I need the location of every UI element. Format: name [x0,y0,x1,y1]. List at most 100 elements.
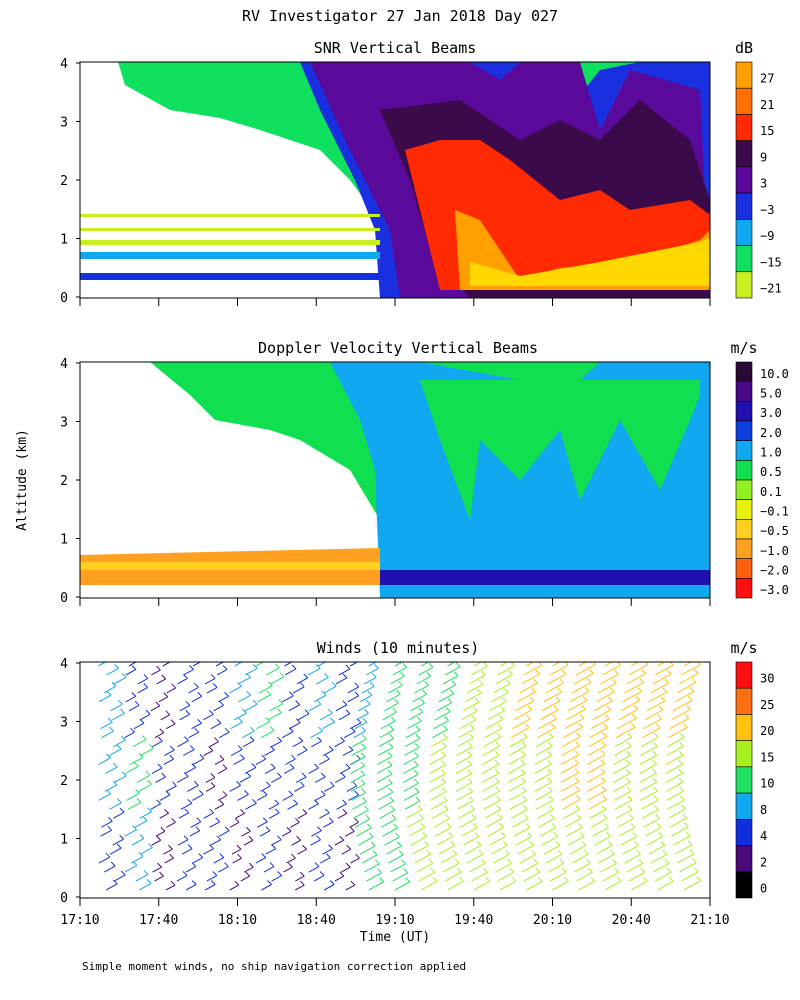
wind-barb [432,728,448,739]
wind-barb-flag [522,805,528,810]
wind-barb [681,664,701,676]
wind-barb [483,736,501,748]
x-tick-label: 19:10 [375,913,414,928]
wind-barb [567,835,585,846]
wind-barb-flag [443,805,449,810]
wind-barb-flag [170,880,176,886]
wind-barb [421,880,438,891]
wind-barb [534,754,553,765]
wind-barb-flag [574,768,580,773]
wind-barb [508,754,526,765]
wind-barb [316,676,329,685]
wind-barb-flag [219,853,225,858]
wind-barb-flag [579,832,585,837]
wind-barb-flag [121,672,127,678]
wind-barb [288,704,300,712]
wind-barb-flag [168,657,172,661]
wind-barb-flag [319,871,325,876]
wind-barb [493,853,510,864]
wind-barb-flag [249,736,255,741]
wind-barb [614,799,633,810]
wind-barb [489,835,506,846]
wind-barb-flag [219,700,224,706]
wind-barb-flag [365,814,371,820]
wind-barb-flag [298,736,304,742]
wind-barb [550,664,569,676]
y-tick-label: 2 [60,774,68,789]
wind-barb-flag [578,823,583,828]
wind-barb-flag [246,690,251,696]
winds-x-axis: 17:10 17:40 18:10 18:40 19:10 19:40 20:10 20:40… [60,898,730,928]
wind-barb-flag [321,690,327,696]
wind-barb [255,857,267,864]
wind-barb [335,704,348,712]
wind-barb-flag [625,768,631,774]
wind-barb [151,839,161,846]
wind-barb-flag [157,763,163,769]
wind-barb-flag [498,715,504,720]
wind-barb [151,669,161,676]
wind-barb-flag [575,741,580,747]
wind-barb-flag [146,879,152,884]
wind-barb-flag [131,665,137,670]
colorbar-swatch [735,538,753,559]
wind-barb-flag [600,750,606,756]
wind-barb [166,785,177,792]
wind-barb-flag [682,813,688,819]
wind-barb [218,866,229,873]
wind-barb-flag [112,780,118,786]
wind-barb-flag [678,777,684,783]
wind-barb [461,827,478,837]
colorbar-label: −3.0 [760,583,789,597]
wind-barb [191,695,202,703]
wind-barb-flag [553,705,559,711]
wind-barb [282,794,293,801]
wind-barb [203,848,214,855]
wind-barb [314,794,326,801]
wind-barb [461,710,478,721]
wind-barb-flag [139,834,145,839]
wind-barb [665,772,684,783]
wind-barb [184,767,196,774]
wind-barb-flag [626,786,632,792]
doppler-light-band [420,380,700,520]
wind-barb-flag [222,791,228,796]
wind-barb-flag [340,736,345,742]
wind-barb [631,662,640,667]
wind-barb [338,668,351,676]
wind-barb-flag [355,853,360,859]
wind-barb [640,790,658,801]
wind-barb [628,664,649,676]
wind-barb [545,682,565,694]
wind-barb-flag [265,717,270,722]
wind-barb-flag [277,871,283,876]
wind-barb-flag [640,867,646,873]
wind-barb-flag [155,665,161,671]
wind-barb-flag [121,771,127,777]
wind-barb-flag [171,683,177,689]
wind-barb [128,662,138,667]
wind-barb [335,677,348,685]
wind-barb-flag [396,841,402,847]
wind-barb-flag [581,704,586,710]
wind-barb-flag [216,835,222,841]
colorbar-swatch [735,460,753,481]
wind-barb-flag [364,708,369,714]
wind-barb-flag [626,777,631,783]
wind-barb-flag [302,809,308,814]
wind-barb [357,703,371,712]
wind-barb-flag [403,868,409,874]
wind-barb-flag [680,795,685,801]
wind-barb-flag [301,772,307,778]
wind-barb [185,866,197,873]
wind-barb [98,793,111,801]
wind-barb [261,884,272,891]
wind-barb [604,880,622,891]
wind-barb-flag [535,669,541,675]
wind-barb-flag [681,804,686,810]
wind-barb [185,884,197,891]
wind-barb-flag [143,674,149,679]
wind-barb-flag [161,674,167,680]
wind-barb [386,845,402,855]
wind-barb [166,687,176,694]
